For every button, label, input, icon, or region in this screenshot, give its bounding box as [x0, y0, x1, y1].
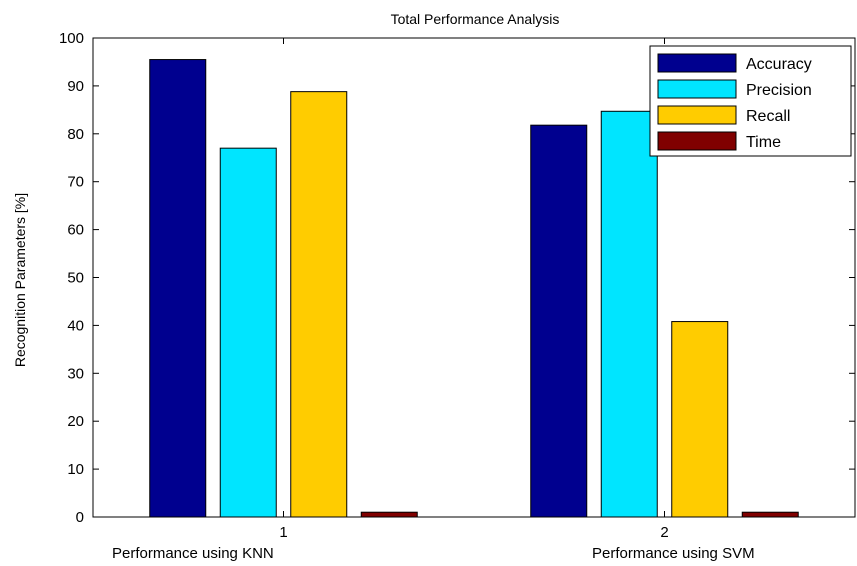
legend-label-precision: Precision [746, 82, 812, 99]
bar-precision-2 [600, 110, 658, 518]
bars [149, 59, 799, 518]
y-tick-label: 100 [59, 30, 84, 47]
y-tick-label: 0 [76, 509, 84, 526]
y-tick-label: 80 [67, 126, 84, 143]
x-tick-label: 2 [660, 524, 668, 541]
bar-precision-1 [219, 147, 277, 518]
legend-swatch-time [657, 131, 737, 151]
y-tick-label: 20 [67, 413, 84, 430]
legend-label-accuracy: Accuracy [746, 56, 812, 73]
bar-accuracy-1 [149, 59, 207, 518]
y-tick-label: 90 [67, 78, 84, 95]
y-tick-label: 30 [67, 365, 84, 382]
chart-title: Total Performance Analysis [391, 11, 560, 27]
bar-recall-1 [290, 91, 348, 518]
y-axis-ticks: 0 10 20 30 40 50 60 70 80 90 100 [59, 30, 855, 526]
bar-time-2 [741, 511, 799, 518]
caption-svm: Performance using SVM [592, 545, 755, 562]
legend: Accuracy Precision Recall Time [649, 45, 852, 157]
y-tick-label: 50 [67, 270, 84, 287]
bar-accuracy-2 [530, 124, 588, 518]
x-tick-label: 1 [279, 524, 287, 541]
y-axis-label: Recognition Parameters [%] [12, 193, 28, 367]
bar-time-1 [360, 511, 418, 518]
y-tick-label: 70 [67, 174, 84, 191]
y-tick-label: 10 [67, 461, 84, 478]
legend-swatch-recall [657, 105, 737, 125]
y-tick-label: 40 [67, 317, 84, 334]
legend-label-recall: Recall [746, 108, 790, 125]
legend-swatch-accuracy [657, 53, 737, 73]
y-tick-label: 60 [67, 222, 84, 239]
bar-recall-2 [671, 321, 729, 518]
caption-knn: Performance using KNN [112, 545, 274, 562]
legend-label-time: Time [746, 134, 781, 151]
legend-swatch-precision [657, 79, 737, 99]
